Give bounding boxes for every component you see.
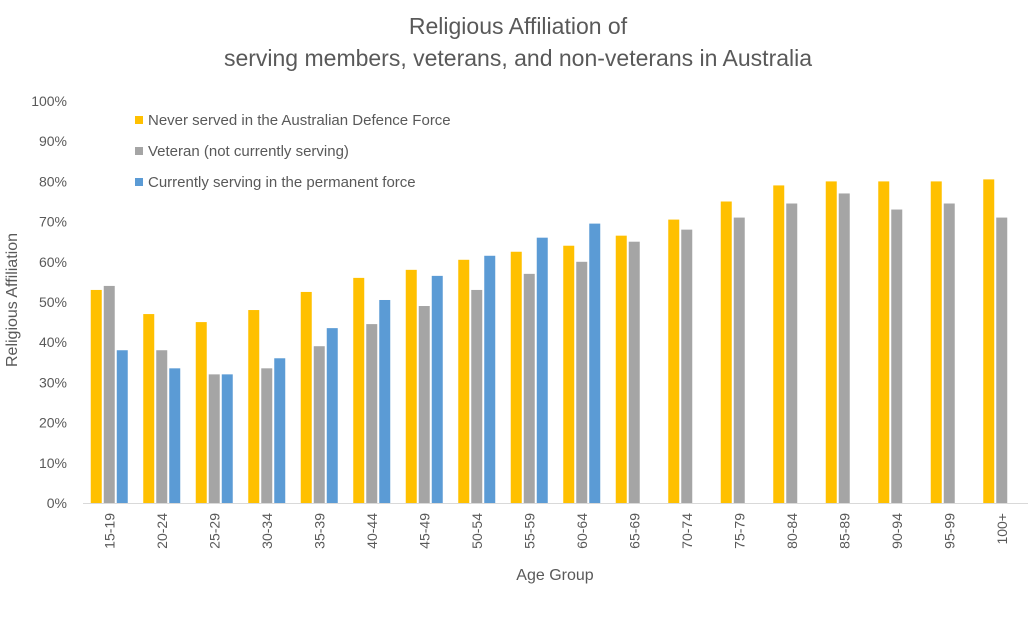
bars	[90, 179, 1008, 504]
x-tick-label: 30-34	[259, 513, 275, 549]
x-tick-label: 35-39	[311, 513, 327, 549]
bar-20-24-series-3	[169, 368, 181, 503]
bar-30-34-series-1	[248, 310, 260, 503]
bar-35-39-series-3	[326, 328, 338, 503]
bar-75-79-series-1	[720, 201, 732, 503]
bar-20-24-series-2	[156, 350, 168, 503]
bar-40-44-series-1	[353, 277, 365, 503]
bar-55-59-series-3	[536, 237, 548, 503]
bar-85-89-series-1	[825, 181, 837, 503]
bar-95-99-series-2	[943, 203, 955, 503]
x-tick-label: 50-54	[469, 513, 485, 549]
bar-40-44-series-2	[366, 324, 378, 503]
bar-35-39-series-1	[300, 291, 312, 503]
bar-60-64-series-2	[576, 261, 588, 503]
x-tick-label: 65-69	[626, 513, 642, 549]
bar-30-34-series-2	[261, 368, 273, 503]
x-axis-ticks: 15-19 20-24 25-29 30-34 35-39 40-44 45-49 50-54…	[101, 513, 1010, 549]
bar-70-74-series-2	[681, 229, 693, 503]
x-axis-title: Age Group	[516, 567, 593, 584]
legend-label-3: Currently serving in the permanent force	[148, 174, 416, 191]
bar-75-79-series-2	[733, 217, 745, 503]
bar-15-19-series-1	[90, 289, 102, 503]
x-tick-label: 15-19	[101, 513, 117, 549]
y-axis-ticks: 0% 10% 20% 30% 40% 50% 60% 70% 80% 90% 100%	[31, 93, 67, 511]
y-tick-label: 0%	[47, 495, 67, 511]
bar-50-54-series-1	[458, 259, 470, 503]
x-tick-label: 70-74	[679, 513, 695, 549]
legend-label-1: Never served in the Australian Defence F…	[148, 112, 451, 129]
bar-100+-series-1	[983, 179, 995, 503]
y-tick-label: 80%	[39, 173, 67, 189]
legend-swatch-2	[135, 147, 143, 155]
bar-65-69-series-2	[628, 241, 640, 503]
bar-20-24-series-1	[143, 314, 155, 503]
y-tick-label: 70%	[39, 214, 67, 230]
y-axis-title: Religious Affiliation	[4, 233, 21, 367]
x-tick-label: 55-59	[521, 513, 537, 549]
bar-25-29-series-2	[208, 374, 220, 503]
bar-35-39-series-2	[313, 346, 325, 503]
bar-45-49-series-1	[405, 269, 417, 503]
x-tick-label: 20-24	[154, 513, 170, 549]
bar-15-19-series-2	[103, 285, 115, 503]
chart-title-line2: serving members, veterans, and non-veter…	[223, 45, 813, 71]
x-tick-label: 85-89	[836, 513, 852, 549]
y-tick-label: 40%	[39, 334, 67, 350]
legend-swatch-1	[135, 116, 143, 124]
bar-95-99-series-1	[930, 181, 942, 503]
bar-90-94-series-1	[878, 181, 890, 503]
y-tick-label: 30%	[39, 374, 67, 390]
x-tick-label: 75-79	[731, 513, 747, 549]
bar-80-84-series-2	[786, 203, 798, 503]
bar-25-29-series-3	[221, 374, 233, 503]
y-tick-label: 50%	[39, 294, 67, 310]
legend: Never served in the Australian Defence F…	[135, 112, 451, 191]
bar-55-59-series-2	[523, 273, 535, 503]
bar-50-54-series-2	[471, 289, 483, 503]
bar-100+-series-2	[996, 217, 1008, 503]
y-tick-label: 100%	[31, 93, 67, 109]
bar-60-64-series-3	[589, 223, 601, 504]
bar-85-89-series-2	[838, 193, 850, 503]
x-tick-label: 25-29	[206, 513, 222, 549]
x-tick-label: 40-44	[364, 513, 380, 549]
legend-swatch-3	[135, 178, 143, 186]
y-tick-label: 20%	[39, 415, 67, 431]
bar-50-54-series-3	[484, 255, 496, 503]
bar-45-49-series-3	[431, 275, 443, 503]
chart-title: Religious Affiliation of serving members…	[0, 10, 1036, 74]
y-tick-label: 10%	[39, 455, 67, 471]
x-tick-label: 80-84	[784, 513, 800, 549]
chart-title-line1: Religious Affiliation of	[408, 13, 628, 39]
x-tick-label: 45-49	[416, 513, 432, 549]
bar-80-84-series-1	[773, 185, 785, 504]
legend-label-2: Veteran (not currently serving)	[148, 143, 349, 160]
bar-70-74-series-1	[668, 219, 680, 503]
bar-45-49-series-2	[418, 306, 430, 503]
bar-15-19-series-3	[116, 350, 128, 503]
bar-65-69-series-1	[615, 235, 627, 504]
bar-60-64-series-1	[563, 245, 575, 503]
bar-90-94-series-2	[891, 209, 903, 504]
y-tick-label: 90%	[39, 133, 67, 149]
bar-55-59-series-1	[510, 251, 522, 503]
bar-30-34-series-3	[274, 358, 286, 503]
x-tick-label: 90-94	[889, 513, 905, 549]
x-tick-label: 60-64	[574, 513, 590, 549]
bar-40-44-series-3	[379, 299, 391, 503]
x-tick-label: 100+	[994, 513, 1010, 545]
bar-25-29-series-1	[195, 322, 207, 503]
y-tick-label: 60%	[39, 254, 67, 270]
x-tick-label: 95-99	[941, 513, 957, 549]
